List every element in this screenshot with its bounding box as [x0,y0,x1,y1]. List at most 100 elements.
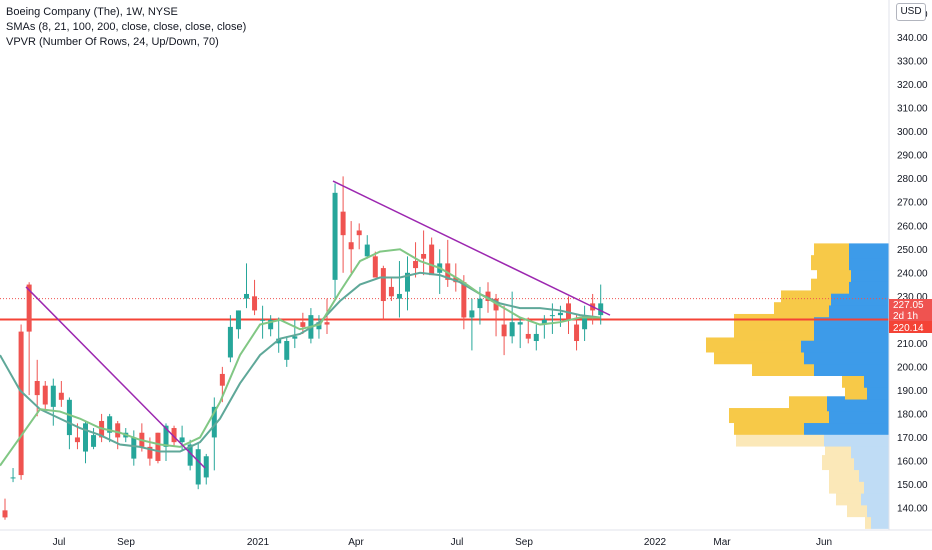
volume-profile-down-bar [789,396,827,412]
candle-body [2,510,8,518]
candle-body [525,333,531,339]
volume-profile-up-bar [804,419,889,435]
volume-profile-down-bar [829,466,859,482]
volume-profile-up-bar [801,337,889,353]
candle-body [147,446,153,459]
candle-body [155,432,161,461]
moving-averages [0,248,601,467]
candle-body [517,322,523,325]
candle-body [557,312,563,316]
price-tick-label: 190.00 [897,386,928,397]
volume-profile-down-bar [752,361,814,376]
volume-profile-down-bar [734,313,814,329]
candle-body [388,286,394,297]
sma-21-line [0,271,601,453]
horizontal-level-line[interactable] [0,298,889,321]
volume-profile-up-bar [851,266,889,282]
candle-body [18,331,24,476]
candle-body [91,435,97,447]
volume-profile-down-bar [734,325,814,341]
volume-profile-up-bar [804,349,889,365]
volume-profile-down-bar [729,408,829,424]
price-tick-label: 230.00 [897,292,928,303]
price-tick-label: 210.00 [897,339,928,350]
volume-profile-down-bar [814,243,849,259]
candle-body [179,437,185,443]
candle-body [469,310,475,318]
candle-body [541,319,547,325]
candle-body [396,293,402,299]
price-tick-label: 200.00 [897,362,928,373]
trendlines[interactable] [25,180,611,469]
candle-body [252,296,258,311]
candle-body [42,385,48,405]
time-tick-label: Jun [816,537,832,548]
candle-body [50,385,56,407]
candle-body [324,322,330,325]
candlesticks [2,176,604,520]
volume-profile-up-bar [871,513,889,529]
level-price-tag [889,321,932,333]
candle-body [83,423,88,452]
price-tick-label: 250.00 [897,245,928,256]
candle-body [66,399,72,436]
price-tick-label: 140.00 [897,504,928,515]
candle-body [74,437,80,443]
volume-profile-down-bar [842,372,864,388]
vpvr-indicator-label[interactable]: VPVR (Number Of Rows, 24, Up/Down, 70) [6,36,219,48]
volume-profile-down-bar [811,278,849,294]
last-price-tag [889,299,932,310]
volume-profile-up-bar [867,384,889,400]
volume-profile-up-bar [814,313,889,329]
countdown-tag [889,310,932,321]
candle-body [300,322,306,327]
candle-body [171,428,177,443]
candle-body [501,324,507,337]
volume-profile-up-bar [824,431,889,447]
volume-profile-down-bar [706,337,801,353]
time-axis[interactable]: Jul Sep 2021 Apr Jul Sep 2022 Mar Jun [0,529,932,548]
candle-body [219,373,225,386]
candle-body [107,416,113,433]
symbol-title[interactable]: Boeing Company (The), 1W, NYSE [6,6,178,18]
volume-profile-up-bar [829,302,889,318]
time-tick-label: Mar [713,537,731,548]
candle-body [195,449,201,485]
price-tags: 227.05 2d 1h 220.14 [889,299,932,334]
candle-body [260,319,266,321]
volume-profile-up-bar [861,490,889,506]
time-tick-label: Jul [451,537,464,548]
candle-body [115,423,121,438]
last-price-label: 227.05 [893,300,924,311]
volume-profile-down-bar [865,513,871,529]
volume-profile-down-bar [822,455,854,471]
candle-body [10,477,16,479]
price-tick-label: 270.00 [897,198,928,209]
candle-body [421,253,427,259]
candle-body [187,444,193,466]
volume-profile-up-bar [849,243,889,259]
sma-indicator-label[interactable]: SMAs (8, 21, 100, 200, close, close, clo… [6,21,247,33]
volume-profile-down-bar [836,490,861,506]
candle-body [211,406,217,438]
trendline [25,286,206,469]
candle-body [356,230,362,236]
volume-profile [706,243,889,529]
time-tick-label: 2022 [644,537,667,548]
price-tick-label: 170.00 [897,433,928,444]
volume-profile-down-bar [781,290,831,306]
volume-profile-down-bar [734,419,804,435]
candle-body [549,315,555,317]
volume-profile-up-bar [854,455,889,471]
price-tick-label: 340.00 [897,33,928,44]
candle-body [485,291,491,302]
sma-8-line [0,248,600,467]
price-tick-label: 240.00 [897,268,928,279]
currency-badge[interactable]: USD [896,3,926,21]
price-axis[interactable]: 140.00 150.00 160.00 170.00 180.00 190.00 200.… [888,0,928,530]
price-tick-label: 310.00 [897,104,928,115]
volume-profile-up-bar [864,478,889,494]
candle-body [34,380,40,396]
time-tick-label: 2021 [247,537,270,548]
